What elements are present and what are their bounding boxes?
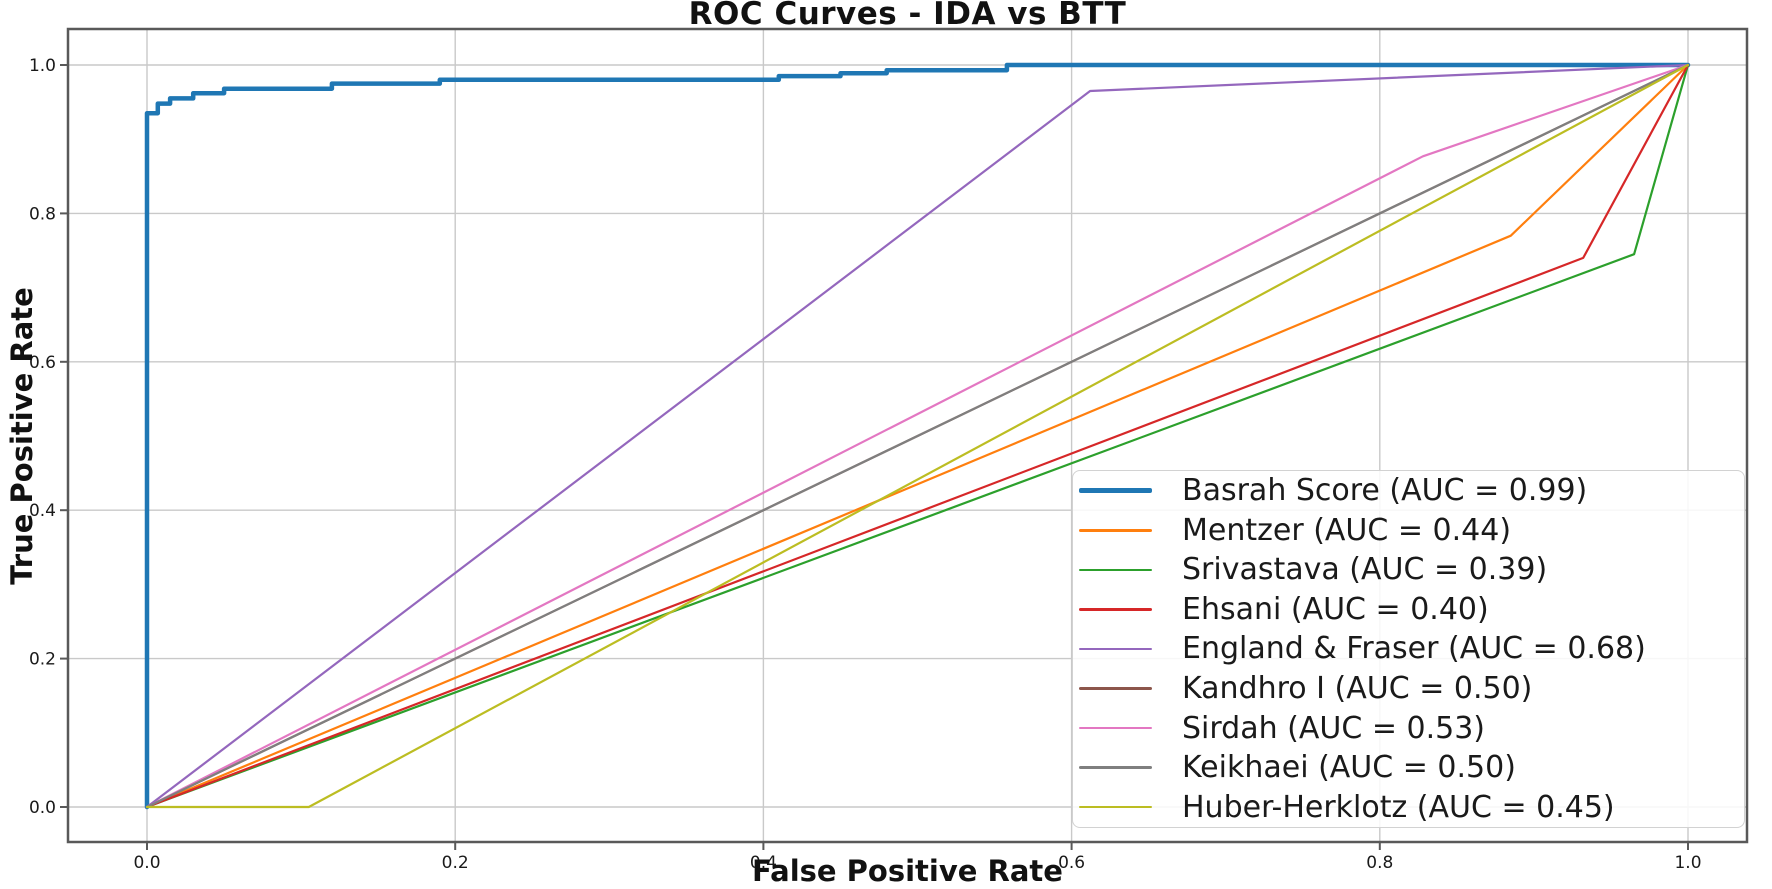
y-tick-label: 0.6 <box>29 353 56 373</box>
x-tick-label: 0.6 <box>1058 853 1085 873</box>
legend-swatch-kandhro-i <box>1079 687 1152 690</box>
legend-label-mentzer: Mentzer (AUC = 0.44) <box>1182 512 1512 548</box>
roc-curve-keikhaei <box>145 63 1690 809</box>
x-tick-label: 0.2 <box>442 853 469 873</box>
legend-swatch-sirdah <box>1079 726 1152 730</box>
legend-label-ehsani: Ehsani (AUC = 0.40) <box>1182 591 1489 627</box>
legend-item-huber-herklotz: Huber-Herklotz (AUC = 0.45) <box>1073 788 1744 827</box>
y-tick-label: 0.8 <box>29 204 56 224</box>
legend-swatch-basrah-score <box>1079 488 1152 494</box>
legend-item-sirdah: Sirdah (AUC = 0.53) <box>1073 709 1744 748</box>
legend-item-mentzer: Mentzer (AUC = 0.44) <box>1073 511 1744 550</box>
roc-curve-srivastava <box>145 63 1690 809</box>
x-axis-label: False Positive Rate <box>752 854 1063 888</box>
x-tick-label: 0.0 <box>133 853 160 873</box>
legend-item-basrah-score: Basrah Score (AUC = 0.99) <box>1073 471 1744 510</box>
legend-label-kandhro-i: Kandhro I (AUC = 0.50) <box>1182 671 1533 706</box>
legend-label-sirdah: Sirdah (AUC = 0.53) <box>1182 710 1486 746</box>
legend-swatch-huber-herklotz <box>1079 805 1152 809</box>
legend-label-basrah-score: Basrah Score (AUC = 0.99) <box>1182 473 1588 509</box>
x-tick-label: 1.0 <box>1674 853 1701 873</box>
legend-item-england-fraser: England & Fraser (AUC = 0.68) <box>1073 629 1744 668</box>
legend-swatch-srivastava <box>1079 568 1152 572</box>
roc-curve-mentzer <box>145 63 1690 809</box>
legend-item-ehsani: Ehsani (AUC = 0.40) <box>1073 590 1744 629</box>
y-tick-label: 0.0 <box>29 798 56 818</box>
legend-item-srivastava: Srivastava (AUC = 0.39) <box>1073 550 1744 589</box>
chart-title: ROC Curves - IDA vs BTT <box>688 0 1127 32</box>
legend-swatch-keikhaei <box>1079 766 1152 769</box>
legend-swatch-mentzer <box>1079 529 1152 532</box>
x-tick-label: 0.4 <box>750 853 777 873</box>
roc-curve-england-fraser <box>145 63 1690 809</box>
legend-item-kandhro-i: Kandhro I (AUC = 0.50) <box>1073 669 1744 708</box>
legend-item-keikhaei: Keikhaei (AUC = 0.50) <box>1073 748 1744 787</box>
legend-label-keikhaei: Keikhaei (AUC = 0.50) <box>1182 750 1516 786</box>
plot-frame <box>66 27 1749 844</box>
x-tick-label: 0.8 <box>1366 853 1393 873</box>
legend-label-huber-herklotz: Huber-Herklotz (AUC = 0.45) <box>1182 789 1615 825</box>
roc-curve-huber-herklotz <box>145 63 1690 809</box>
legend-swatch-ehsani <box>1079 608 1152 611</box>
y-tick-label: 1.0 <box>29 56 56 76</box>
roc-curve-sirdah <box>145 63 1690 809</box>
roc-curve-ehsani <box>145 63 1690 809</box>
y-axis-label-text: True Positive Rate <box>5 287 39 585</box>
y-tick-label: 0.2 <box>29 650 56 670</box>
legend: Basrah Score (AUC = 0.99) Mentzer (AUC = … <box>1072 470 1745 828</box>
legend-swatch-england-fraser <box>1079 647 1152 651</box>
y-tick-label: 0.4 <box>29 501 56 521</box>
legend-label-srivastava: Srivastava (AUC = 0.39) <box>1182 552 1548 588</box>
legend-label-england-fraser: England & Fraser (AUC = 0.68) <box>1182 631 1646 667</box>
roc-curve-basrah-score <box>144 62 1691 810</box>
